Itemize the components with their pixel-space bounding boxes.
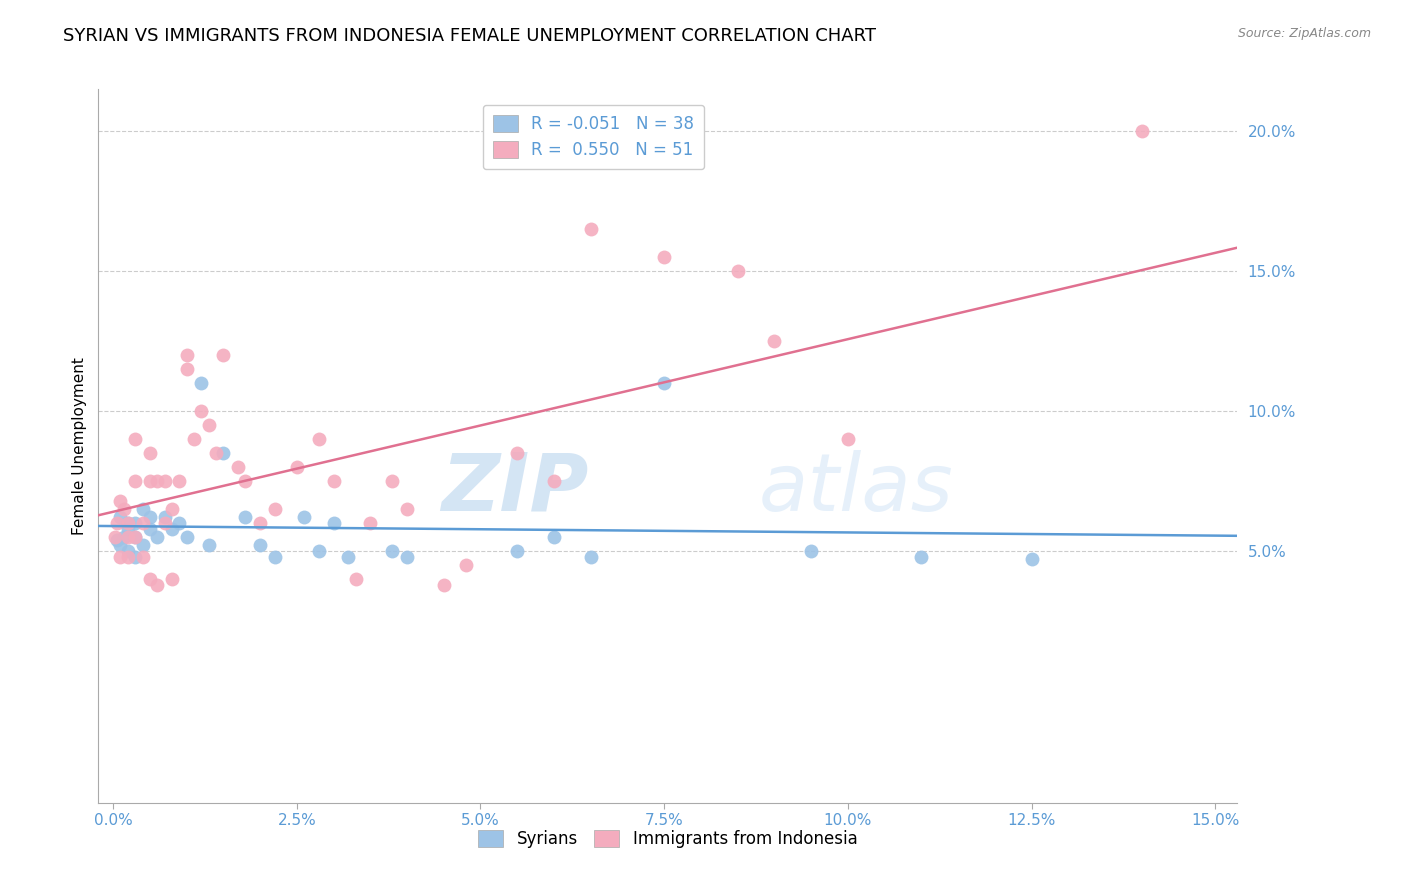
Point bbox=[117, 530, 139, 544]
Point bbox=[110, 493, 132, 508]
Point bbox=[395, 549, 418, 564]
Point bbox=[308, 432, 330, 446]
Point bbox=[124, 432, 146, 446]
Point bbox=[322, 474, 344, 488]
Point bbox=[124, 530, 146, 544]
Point bbox=[117, 516, 139, 530]
Point bbox=[153, 474, 176, 488]
Point bbox=[359, 516, 381, 530]
Point bbox=[160, 572, 183, 586]
Point bbox=[344, 572, 367, 586]
Point bbox=[800, 544, 823, 558]
Point bbox=[153, 510, 176, 524]
Point bbox=[117, 544, 139, 558]
Point bbox=[167, 474, 190, 488]
Point bbox=[579, 549, 602, 564]
Point bbox=[124, 474, 146, 488]
Point bbox=[395, 502, 418, 516]
Point bbox=[226, 460, 249, 475]
Point bbox=[837, 432, 859, 446]
Point bbox=[263, 549, 285, 564]
Legend: Syrians, Immigrants from Indonesia: Syrians, Immigrants from Indonesia bbox=[471, 823, 865, 855]
Point bbox=[381, 474, 404, 488]
Point bbox=[110, 510, 132, 524]
Point bbox=[110, 538, 132, 552]
Point bbox=[652, 376, 675, 390]
Point bbox=[104, 530, 127, 544]
Point bbox=[105, 533, 128, 547]
Point bbox=[337, 549, 360, 564]
Point bbox=[249, 538, 271, 552]
Point bbox=[1021, 552, 1043, 566]
Point bbox=[183, 432, 205, 446]
Point bbox=[167, 516, 190, 530]
Point bbox=[190, 404, 212, 418]
Point bbox=[285, 460, 308, 475]
Point bbox=[124, 549, 146, 564]
Point bbox=[131, 516, 153, 530]
Point bbox=[212, 446, 235, 460]
Point bbox=[910, 549, 932, 564]
Point bbox=[139, 572, 162, 586]
Point bbox=[506, 544, 529, 558]
Point bbox=[205, 446, 228, 460]
Point bbox=[652, 250, 675, 264]
Point bbox=[249, 516, 271, 530]
Point bbox=[153, 516, 176, 530]
Point bbox=[112, 502, 135, 516]
Point bbox=[139, 474, 162, 488]
Point bbox=[176, 348, 198, 362]
Point bbox=[190, 376, 212, 390]
Text: ZIP: ZIP bbox=[440, 450, 588, 528]
Point bbox=[308, 544, 330, 558]
Point bbox=[381, 544, 404, 558]
Point bbox=[139, 522, 162, 536]
Point bbox=[1130, 124, 1153, 138]
Point bbox=[139, 446, 162, 460]
Point bbox=[146, 577, 169, 591]
Point bbox=[235, 510, 257, 524]
Point bbox=[763, 334, 786, 348]
Point bbox=[176, 530, 198, 544]
Point bbox=[263, 502, 285, 516]
Point bbox=[112, 530, 135, 544]
Point bbox=[131, 549, 153, 564]
Point bbox=[579, 222, 602, 236]
Point bbox=[146, 530, 169, 544]
Point bbox=[124, 516, 146, 530]
Point bbox=[131, 502, 153, 516]
Point bbox=[117, 516, 139, 530]
Point bbox=[160, 502, 183, 516]
Point bbox=[124, 530, 146, 544]
Point bbox=[110, 549, 132, 564]
Point bbox=[433, 577, 456, 591]
Point bbox=[506, 446, 529, 460]
Text: SYRIAN VS IMMIGRANTS FROM INDONESIA FEMALE UNEMPLOYMENT CORRELATION CHART: SYRIAN VS IMMIGRANTS FROM INDONESIA FEMA… bbox=[63, 27, 876, 45]
Point bbox=[454, 558, 477, 572]
Point bbox=[292, 510, 315, 524]
Point bbox=[727, 264, 749, 278]
Text: Source: ZipAtlas.com: Source: ZipAtlas.com bbox=[1237, 27, 1371, 40]
Point bbox=[543, 474, 565, 488]
Point bbox=[197, 538, 219, 552]
Point bbox=[117, 549, 139, 564]
Text: atlas: atlas bbox=[759, 450, 953, 528]
Point bbox=[212, 348, 235, 362]
Point bbox=[160, 522, 183, 536]
Point bbox=[146, 474, 169, 488]
Y-axis label: Female Unemployment: Female Unemployment bbox=[72, 357, 87, 535]
Point bbox=[322, 516, 344, 530]
Point bbox=[543, 530, 565, 544]
Point bbox=[117, 522, 139, 536]
Point bbox=[105, 516, 128, 530]
Point bbox=[176, 362, 198, 376]
Point bbox=[139, 510, 162, 524]
Point bbox=[197, 417, 219, 432]
Point bbox=[235, 474, 257, 488]
Point bbox=[131, 538, 153, 552]
